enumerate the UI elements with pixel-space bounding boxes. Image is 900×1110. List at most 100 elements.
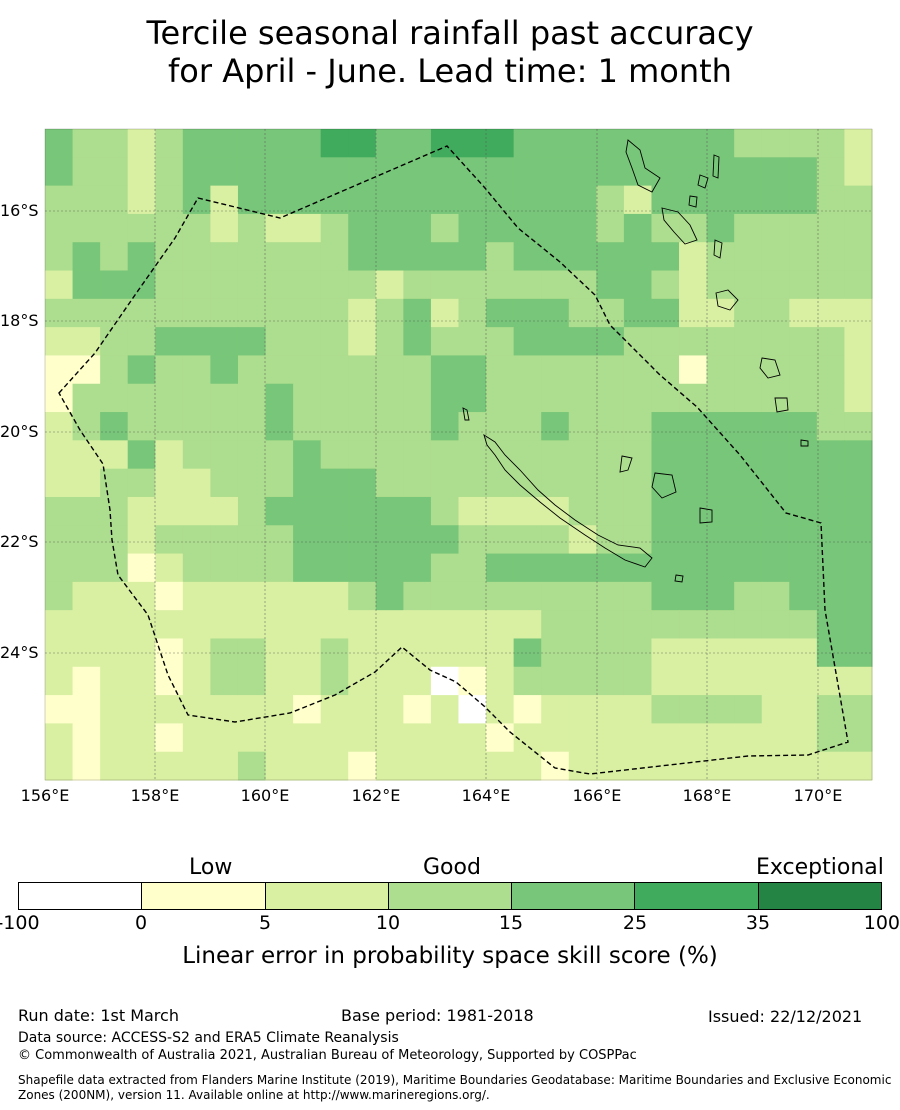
grid-cell: [568, 383, 597, 413]
grid-cell: [568, 298, 597, 328]
grid-cell: [706, 412, 735, 441]
grid-cell: [182, 695, 211, 724]
grid-cell: [679, 327, 708, 356]
grid-cell: [155, 723, 184, 753]
grid-cell: [348, 157, 377, 187]
grid-cell: [265, 468, 294, 498]
grid-cell: [486, 440, 515, 470]
grid-cell: [182, 355, 211, 385]
grid-cell: [182, 723, 211, 753]
shapefile-credit: Shapefile data extracted from Flanders M…: [18, 1073, 892, 1102]
grid-cell: [513, 751, 542, 781]
grid-cell: [210, 468, 239, 498]
grid-cell: [237, 129, 267, 158]
grid-cell: [486, 242, 515, 272]
grid-cell: [237, 242, 267, 272]
grid-cell: [458, 270, 487, 300]
lon-label-164e: 164°E: [461, 786, 511, 805]
grid-cell: [375, 412, 404, 441]
vanuatu-island-6: [713, 239, 723, 259]
grid-cell: [210, 298, 239, 328]
grid-cell: [127, 695, 156, 724]
grid-cell: [513, 440, 542, 470]
grid-cell: [72, 468, 101, 498]
grid-cell: [541, 666, 570, 696]
grid-cell: [789, 610, 818, 639]
grid-cell: [541, 525, 570, 555]
grid-cell: [458, 129, 487, 158]
grid-cell: [568, 468, 597, 498]
grid-cell: [816, 129, 845, 158]
grid-cell: [375, 666, 404, 696]
grid-cell: [761, 298, 790, 328]
grid-cell: [651, 213, 680, 243]
grid-cell: [816, 298, 845, 328]
grid-cell: [844, 751, 873, 781]
grid-cell: [844, 723, 873, 753]
vanuatu-island-2: [661, 207, 698, 245]
grid-cell: [293, 129, 322, 158]
grid-cell: [568, 440, 597, 470]
grid-cell: [706, 157, 735, 187]
grid-cell: [182, 213, 211, 243]
grid-cell: [541, 157, 570, 187]
grid-cell: [568, 242, 597, 272]
grid-cell: [100, 723, 129, 753]
grid-cell: [430, 666, 459, 696]
grid-cell: [265, 298, 294, 328]
grid-cell: [844, 270, 873, 300]
grid-cell: [265, 666, 294, 696]
grid-cell: [789, 157, 818, 187]
grid-cell: [348, 270, 377, 300]
grid-cell: [430, 242, 459, 272]
grid-cell: [237, 610, 267, 639]
grid-cell: [320, 412, 349, 441]
grid-cell: [761, 213, 790, 243]
grid-cell: [458, 213, 487, 243]
grid-cell: [320, 440, 349, 470]
grid-cell: [541, 440, 570, 470]
grid-cell: [679, 298, 708, 328]
grid-cell: [155, 468, 184, 498]
grid-cell: [541, 468, 570, 498]
grid-cell: [210, 129, 239, 158]
grid-cell: [596, 440, 625, 470]
grid-cell: [348, 695, 377, 724]
grid-cell: [623, 157, 652, 187]
grid-cell: [623, 440, 652, 470]
grid-cell: [568, 610, 597, 639]
grid-cell: [320, 129, 349, 158]
grid-cell: [237, 185, 267, 215]
grid-cell: [734, 355, 763, 385]
grid-cell: [210, 270, 239, 300]
grid-cell: [486, 525, 515, 555]
grid-cell: [816, 496, 845, 526]
grid-cell: [458, 553, 487, 583]
grid-cell: [182, 242, 211, 272]
grid-cell: [596, 383, 625, 413]
grid-cell: [623, 751, 652, 781]
grid-cell: [513, 581, 542, 611]
grid-cell: [541, 185, 570, 215]
grid-cell: [596, 695, 625, 724]
grid-cell: [513, 525, 542, 555]
grid-cell: [513, 383, 542, 413]
grid-cell: [679, 525, 708, 555]
grid-cell: [100, 327, 129, 356]
grid-cell: [100, 270, 129, 300]
grid-cell: [734, 185, 763, 215]
grid-cell: [844, 129, 873, 158]
grid-cell: [182, 327, 211, 356]
grid-cell: [568, 157, 597, 187]
colorbar-swatch: [512, 883, 636, 909]
grid-cell: [155, 298, 184, 328]
grid-cell: [789, 129, 818, 158]
grid-cell: [761, 412, 790, 441]
lat-label-22s: 22°S: [0, 532, 39, 551]
skill-map: [44, 128, 873, 781]
grid-cell: [789, 412, 818, 441]
grid-cell: [237, 440, 267, 470]
grid-cell: [679, 695, 708, 724]
grid-cell: [568, 412, 597, 441]
grid-cell: [45, 355, 74, 385]
